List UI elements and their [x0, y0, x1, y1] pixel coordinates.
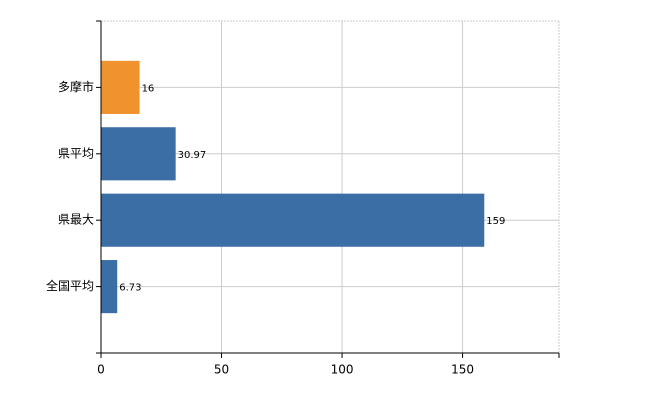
- value-label: 159: [486, 216, 505, 227]
- bar: [101, 260, 118, 314]
- x-tick-label: 0: [97, 363, 105, 377]
- value-label: 16: [142, 83, 155, 94]
- x-tick-label: 100: [331, 363, 354, 377]
- bar: [101, 193, 485, 247]
- x-tick-label: 50: [214, 363, 229, 377]
- value-label: 6.73: [119, 283, 141, 294]
- y-tick-label: 県平均: [58, 146, 94, 160]
- y-tick-label: 多摩市: [58, 79, 94, 94]
- bar: [101, 60, 140, 114]
- y-tick-label: 県最大: [58, 213, 94, 227]
- bar: [101, 127, 176, 181]
- value-label: 30.97: [178, 150, 207, 161]
- y-tick-label: 全国平均: [46, 278, 94, 293]
- x-tick-label: 150: [451, 363, 474, 377]
